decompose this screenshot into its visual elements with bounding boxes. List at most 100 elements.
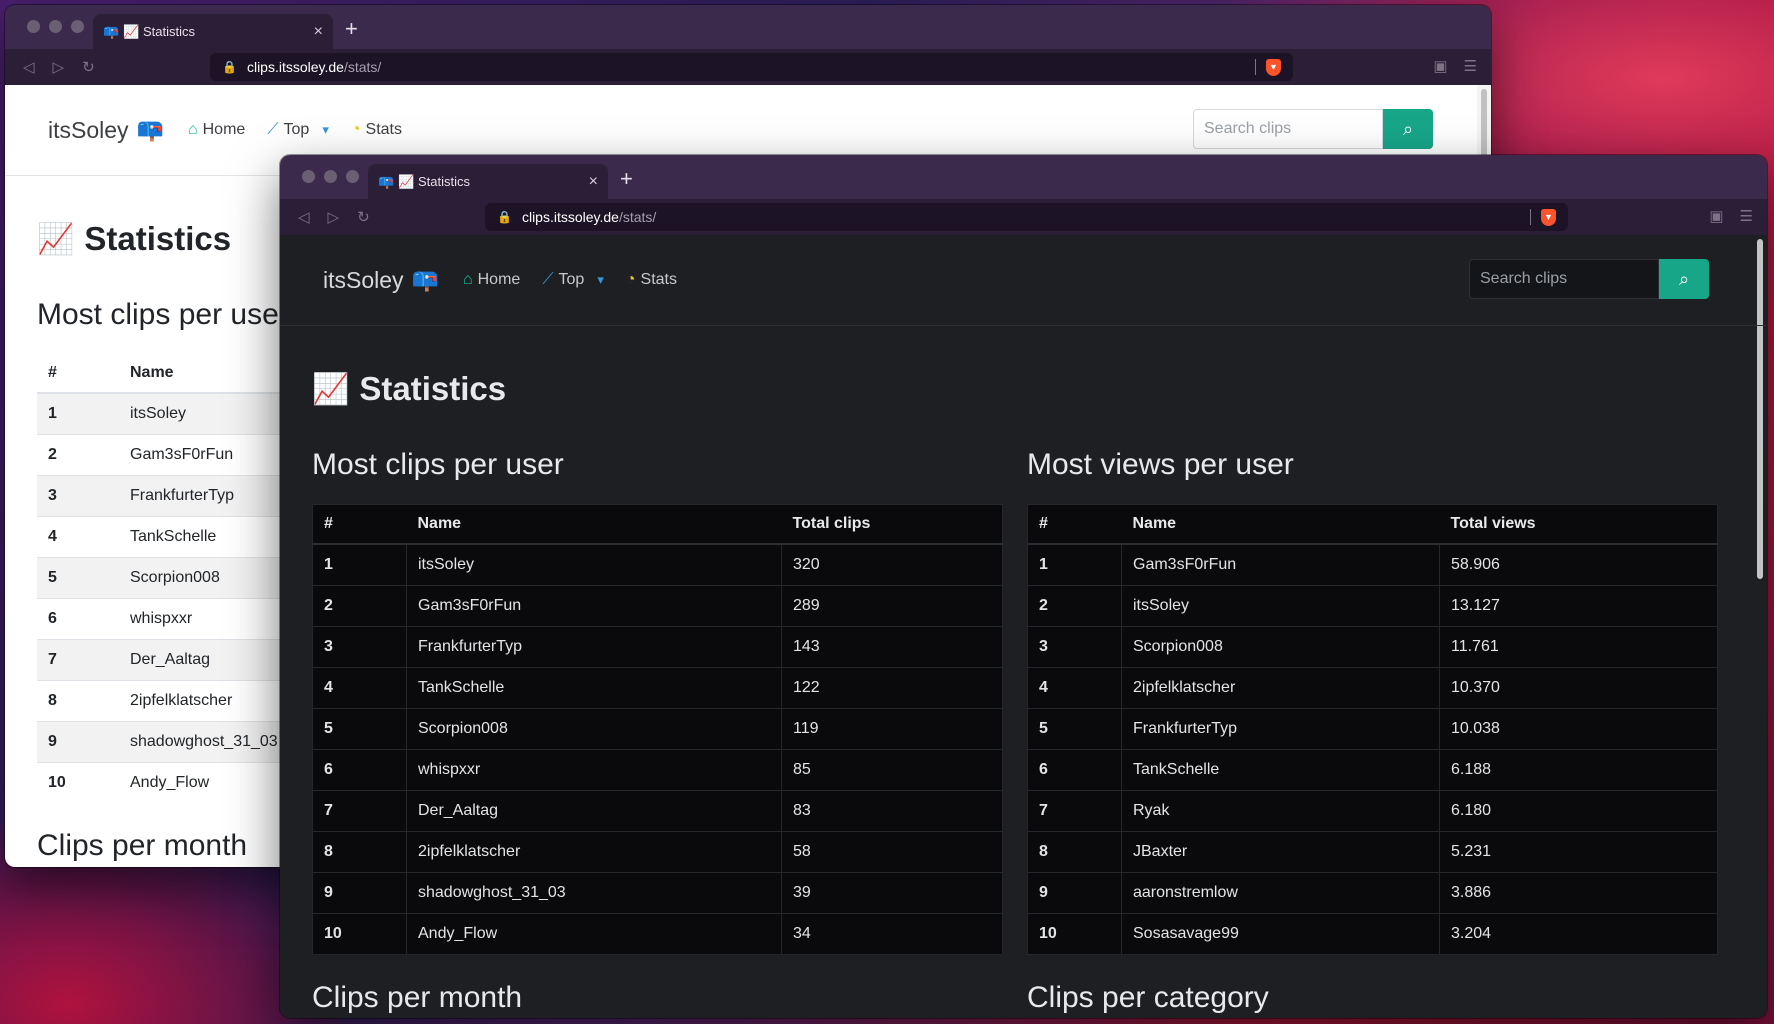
- name-cell: Andy_Flow: [406, 912, 782, 955]
- nav-stats[interactable]: ◔ Stats: [351, 121, 402, 139]
- rank-cell: 1: [1027, 543, 1122, 586]
- rank-cell: 10: [312, 912, 407, 955]
- value-cell: 83: [781, 789, 1003, 832]
- brave-shield-icon[interactable]: ▼: [1541, 208, 1556, 226]
- page-title: 📈 Statistics: [37, 220, 1459, 258]
- views-table: # Name Total views 1 Gam3sF0rFun 58.906 2 it…: [1027, 504, 1718, 955]
- forward-icon[interactable]: ▷: [327, 209, 340, 226]
- brand-link[interactable]: itsSoley 📪: [323, 267, 439, 294]
- back-icon[interactable]: ◁: [23, 59, 35, 76]
- mailbox-icon: 📪: [136, 117, 164, 142]
- rank-cell: 6: [37, 597, 119, 639]
- menu-icon[interactable]: ☰: [1463, 58, 1477, 75]
- window-controls[interactable]: [302, 170, 359, 183]
- rank-cell: 6: [312, 748, 407, 791]
- brave-shield-icon[interactable]: ▼: [1266, 58, 1281, 76]
- scrollbar-track[interactable]: [1753, 235, 1767, 1018]
- name-cell: aaronstremlow: [1121, 871, 1440, 914]
- name-cell: Gam3sF0rFun: [406, 584, 782, 627]
- table-row: 8 JBaxter 5.231: [1027, 830, 1718, 873]
- rank-cell: 8: [1027, 830, 1122, 873]
- name-cell: JBaxter: [1121, 830, 1440, 873]
- rank-cell: 4: [37, 515, 119, 557]
- table-row: 5 FrankfurterTyp 10.038: [1027, 707, 1718, 750]
- lock-icon: 🔒: [497, 210, 512, 224]
- name-cell: TankSchelle: [1121, 748, 1440, 791]
- rank-cell: 2: [37, 433, 119, 475]
- value-cell: 6.180: [1439, 789, 1718, 832]
- search-input[interactable]: [1469, 259, 1659, 299]
- search-button[interactable]: ⌕: [1383, 109, 1433, 149]
- browser-window-dark: 📪 📈 Statistics × + ◁ ▷ ↻ 🔒 clips.itssole…: [280, 155, 1767, 1018]
- name-cell: Ryak: [1121, 789, 1440, 832]
- rank-cell: 7: [37, 638, 119, 680]
- nav-stats-label: Stats: [640, 271, 677, 288]
- window-controls[interactable]: [27, 20, 84, 33]
- value-cell: 85: [781, 748, 1003, 791]
- rank-cell: 9: [37, 720, 119, 762]
- nav-stats[interactable]: ◔ Stats: [626, 271, 677, 289]
- column-header: #: [312, 504, 407, 545]
- nav-stats-label: Stats: [365, 121, 402, 138]
- table-row: 6 TankSchelle 6.188: [1027, 748, 1718, 791]
- rank-cell: 9: [312, 871, 407, 914]
- views-table-body: 1 Gam3sF0rFun 58.906 2 itsSoley 13.127 3 Scorpi…: [1027, 543, 1718, 955]
- nav-top[interactable]: ⟋ Top ▾: [542, 271, 604, 289]
- views-per-user-section: Most views per user # Name Total views 1…: [1027, 448, 1718, 955]
- reload-icon[interactable]: ↻: [357, 209, 370, 226]
- column-header: #: [37, 354, 119, 394]
- brand-link[interactable]: itsSoley 📪: [48, 117, 164, 144]
- name-cell: Scorpion008: [406, 707, 782, 750]
- scrollbar-thumb[interactable]: [1757, 239, 1763, 579]
- nav-home[interactable]: ⌂ Home: [188, 121, 245, 139]
- value-cell: 119: [781, 707, 1003, 750]
- value-cell: 6.188: [1439, 748, 1718, 791]
- nav-home[interactable]: ⌂ Home: [463, 271, 520, 289]
- name-cell: Sosasavage99: [1121, 912, 1440, 955]
- search-icon: ⌕: [1678, 268, 1690, 289]
- value-cell: 39: [781, 871, 1003, 914]
- mailbox-icon: 📪: [378, 173, 395, 189]
- nav-top-label: Top: [283, 121, 310, 138]
- rank-cell: 5: [37, 556, 119, 598]
- section-heading: Clips per month: [37, 829, 248, 862]
- value-cell: 10.038: [1439, 707, 1718, 750]
- site-navbar: itsSoley 📪 ⌂Home ⟋Top ▾ ◔Stats ⌕: [280, 235, 1767, 326]
- close-tab-icon[interactable]: ×: [588, 172, 598, 190]
- new-tab-button[interactable]: +: [620, 166, 633, 191]
- rank-cell: 10: [1027, 912, 1122, 955]
- value-cell: 289: [781, 584, 1003, 627]
- table-row: 9 aaronstremlow 3.886: [1027, 871, 1718, 914]
- browser-tab[interactable]: 📪 📈 Statistics ×: [93, 14, 333, 49]
- address-bar[interactable]: 🔒 clips.itssoley.de/stats/ ▼: [485, 203, 1568, 231]
- home-icon: ⌂: [187, 121, 198, 138]
- nav-top[interactable]: ⟋ Top ▾: [267, 121, 329, 139]
- value-cell: 3.886: [1439, 871, 1718, 914]
- pie-chart-icon: ◔: [350, 121, 361, 138]
- search-button[interactable]: ⌕: [1659, 259, 1709, 299]
- value-cell: 3.204: [1439, 912, 1718, 955]
- name-cell: TankSchelle: [406, 666, 782, 709]
- back-icon[interactable]: ◁: [298, 209, 310, 226]
- lock-icon: 🔒: [222, 60, 237, 74]
- search-form: ⌕: [1469, 259, 1709, 299]
- close-tab-icon[interactable]: ×: [313, 22, 323, 40]
- new-tab-button[interactable]: +: [345, 16, 358, 41]
- rank-cell: 4: [1027, 666, 1122, 709]
- mailbox-icon: 📪: [411, 267, 439, 292]
- wallet-icon[interactable]: ▣: [1433, 58, 1448, 75]
- mailbox-icon: 📪: [103, 23, 120, 39]
- rank-cell: 3: [1027, 625, 1122, 668]
- wallet-icon[interactable]: ▣: [1709, 208, 1724, 225]
- rank-cell: 7: [312, 789, 407, 832]
- browser-tab[interactable]: 📪 📈 Statistics ×: [368, 164, 608, 199]
- reload-icon[interactable]: ↻: [82, 59, 95, 76]
- address-bar[interactable]: 🔒 clips.itssoley.de/stats/ ▼: [210, 53, 1293, 81]
- browser-toolbar: ◁ ▷ ↻ 🔒 clips.itssoley.de/stats/ ▼ ▣ ☰: [280, 199, 1767, 235]
- forward-icon[interactable]: ▷: [52, 59, 65, 76]
- menu-icon[interactable]: ☰: [1739, 208, 1753, 225]
- search-input[interactable]: [1193, 109, 1383, 149]
